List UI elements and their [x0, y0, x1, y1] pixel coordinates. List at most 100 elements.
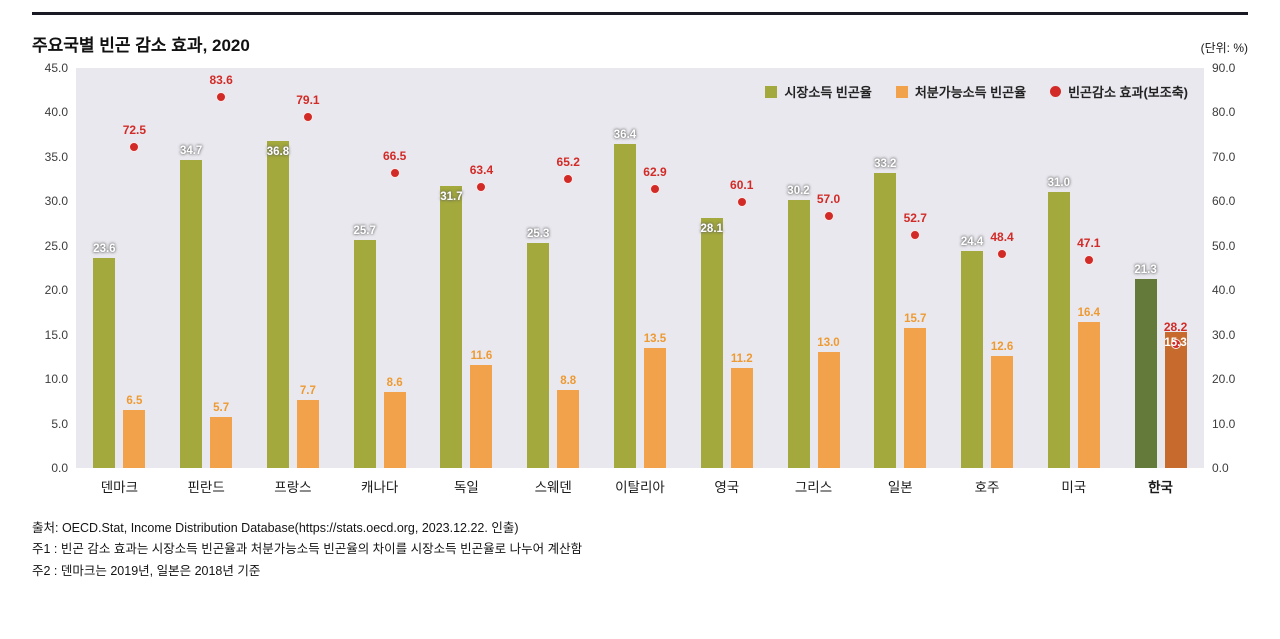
- disposable-income-bar: [557, 389, 580, 468]
- axis-tick-label: 40.0: [44, 105, 68, 120]
- poverty-reduction-dot: [563, 174, 574, 185]
- disposable-income-bar: [991, 356, 1014, 468]
- legend-label: 빈곤감소 효과(보조축): [1068, 85, 1188, 100]
- axis-tick-label: 30.0: [1212, 327, 1236, 342]
- bar-group: 28.1 11.2 60.1: [683, 68, 770, 468]
- x-axis-label: 캐나다: [361, 480, 399, 495]
- market-income-bar: [700, 218, 723, 468]
- bar-group: 25.3 8.8 65.2: [510, 68, 597, 468]
- bar-group: 36.4 13.5 62.9: [597, 68, 684, 468]
- title-row: 주요국별 빈곤 감소 효과, 2020 (단위: %): [32, 31, 1248, 56]
- source-note: 출처: OECD.Stat, Income Distribution Datab…: [32, 521, 519, 535]
- market-income-value-label: 24.4: [960, 236, 984, 249]
- axis-tick-label: 0.0: [1212, 461, 1229, 475]
- x-axis-label: 이탈리아: [615, 480, 665, 495]
- disposable-income-bar: [210, 417, 233, 468]
- bar-group: 24.4 12.6 48.4: [944, 68, 1031, 468]
- bar-group: 21.3 15.3 28.2: [1117, 68, 1204, 468]
- bar-group: 36.8 7.7 79.1: [250, 68, 337, 468]
- disposable-income-bar: [904, 328, 927, 468]
- legend-item-disposable-income: 처분가능소득 빈곤율: [895, 82, 1027, 101]
- poverty-reduction-value-label: 65.2: [556, 155, 580, 170]
- axis-tick-label: 80.0: [1212, 105, 1236, 120]
- unit-label: (단위: %): [1200, 41, 1248, 55]
- disposable-income-value-label: 7.7: [299, 384, 316, 397]
- bar-group: 31.7 11.6 63.4: [423, 68, 510, 468]
- poverty-reduction-value-label: 63.4: [469, 163, 494, 178]
- note-2: 주2 : 덴마크는 2019년, 일본은 2018년 기준: [32, 563, 261, 578]
- left-axis: 45.0 40.0 35.0 30.0 25.0 20.0 15.0 10.0 5.0 0.0: [32, 61, 76, 475]
- disposable-income-value-label: 15.7: [904, 313, 927, 326]
- market-income-bar: [1134, 278, 1157, 468]
- poverty-reduction-value-label: 48.4: [990, 229, 1014, 244]
- market-income-value-label: 25.7: [353, 224, 376, 237]
- disposable-income-value-label: 16.4: [1077, 307, 1100, 320]
- legend: 시장소득 빈곤율 처분가능소득 빈곤율 빈곤감소 효과(보조축): [765, 82, 1188, 101]
- disposable-income-value-label: 13.0: [817, 337, 840, 350]
- axis-tick-label: 15.0: [44, 327, 68, 342]
- axis-tick-label: 50.0: [1212, 238, 1236, 253]
- poverty-reduction-value-label: 47.1: [1077, 235, 1101, 250]
- axis-tick-label: 45.0: [44, 61, 68, 75]
- disposable-income-bar: [817, 352, 840, 468]
- market-income-bar: [93, 258, 116, 468]
- market-income-value-label: 31.7: [440, 191, 463, 204]
- disposable-income-bar: [383, 391, 406, 468]
- poverty-reduction-value-label: 83.6: [209, 73, 233, 88]
- plot-groups: 23.6 6.5 72.5 34.7 5.7 83.6 36.8 7.7 79.1 25.7 8.6…: [76, 68, 1204, 468]
- market-income-value-label: 33.2: [874, 157, 897, 170]
- disposable-income-bar: [123, 410, 146, 468]
- axis-tick-label: 10.0: [44, 372, 68, 387]
- market-income-value-label: 36.8: [266, 145, 290, 158]
- legend-label: 처분가능소득 빈곤율: [914, 85, 1027, 100]
- bar-group: 30.2 13.0 57.0: [770, 68, 857, 468]
- market-income-bar: [787, 199, 810, 468]
- axis-tick-label: 20.0: [1212, 372, 1236, 387]
- market-income-value-label: 30.2: [787, 184, 810, 197]
- footer-notes: 출처: OECD.Stat, Income Distribution Datab…: [32, 518, 1248, 582]
- chart-title: 주요국별 빈곤 감소 효과, 2020: [32, 36, 250, 55]
- axis-tick-label: 60.0: [1212, 194, 1236, 209]
- market-income-bar: [527, 243, 550, 468]
- disposable-income-value-label: 15.3: [1164, 337, 1187, 349]
- poverty-reduction-value-label: 28.2: [1163, 319, 1188, 334]
- bar-group: 23.6 6.5 72.5: [76, 68, 163, 468]
- market-income-value-label: 31.0: [1047, 177, 1070, 190]
- poverty-reduction-dot: [823, 210, 834, 221]
- disposable-income-swatch-icon: [895, 85, 908, 98]
- poverty-reduction-dot: [1083, 254, 1094, 265]
- poverty-reduction-value-label: 60.1: [730, 177, 754, 192]
- x-axis-label: 독일: [454, 480, 479, 495]
- disposable-income-value-label: 12.6: [990, 341, 1014, 353]
- axis-tick-label: 20.0: [44, 283, 68, 298]
- axis-tick-label: 5.0: [51, 416, 68, 431]
- legend-item-poverty-reduction: 빈곤감소 효과(보조축): [1050, 82, 1188, 101]
- right-axis: 90.0 80.0 70.0 60.0 50.0 40.0 30.0 20.0 10.0 0.0: [1204, 61, 1248, 475]
- bar-group: 33.2 15.7 52.7: [857, 68, 944, 468]
- x-axis-label: 핀란드: [187, 480, 225, 495]
- axis-tick-label: 35.0: [44, 149, 68, 164]
- axis-tick-label: 90.0: [1212, 61, 1236, 75]
- disposable-income-value-label: 11.6: [470, 349, 493, 362]
- poverty-reduction-dot: [129, 141, 140, 152]
- market-income-bar: [1047, 192, 1070, 468]
- market-income-bar: [440, 186, 463, 468]
- market-income-value-label: 28.1: [700, 223, 723, 236]
- bar-group: 25.7 8.6 66.5: [336, 68, 423, 468]
- top-divider: [32, 12, 1248, 15]
- poverty-reduction-value-label: 52.7: [903, 210, 927, 225]
- poverty-reduction-value-label: 57.0: [816, 191, 841, 206]
- poverty-reduction-dot-icon: [1050, 86, 1062, 97]
- poverty-reduction-dot: [997, 248, 1008, 259]
- poverty-reduction-dot: [302, 112, 313, 123]
- disposable-income-value-label: 6.5: [126, 395, 143, 408]
- market-income-bar: [613, 144, 636, 468]
- market-income-value-label: 21.3: [1134, 263, 1157, 276]
- disposable-income-bar: [1164, 332, 1187, 468]
- chart-area: 45.0 40.0 35.0 30.0 25.0 20.0 15.0 10.0 5.0 0.0 시…: [32, 61, 1248, 475]
- poverty-reduction-dot: [389, 168, 400, 179]
- poverty-reduction-dot: [736, 196, 747, 207]
- x-axis-label: 덴마크: [100, 480, 139, 495]
- poverty-reduction-value-label: 66.5: [382, 149, 407, 164]
- report-page: 주요국별 빈곤 감소 효과, 2020 (단위: %) 45.0 40.0 35.0…: [32, 12, 1248, 582]
